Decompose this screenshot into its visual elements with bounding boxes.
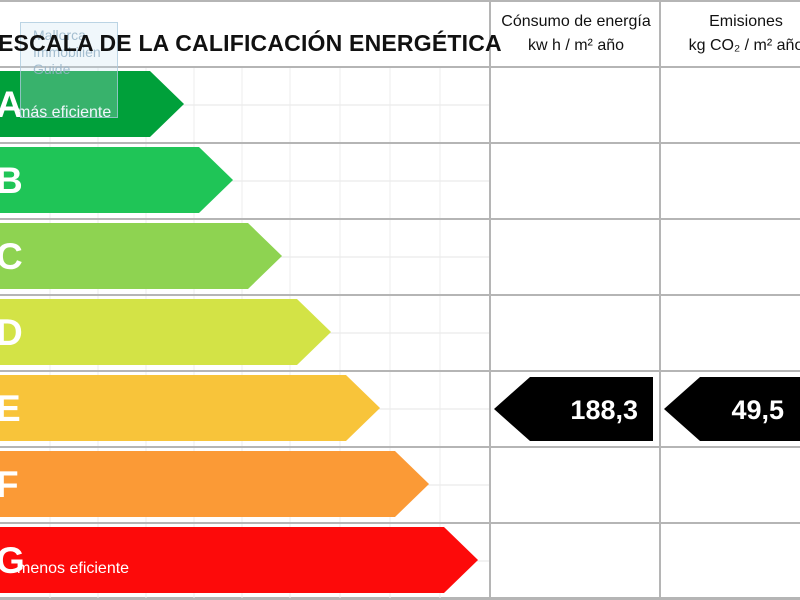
watermark-line-2: Immobilien (33, 44, 101, 60)
emissions-header-line-2: kg CO₂ / m² año (688, 37, 800, 54)
rating-letter-g: G (0, 540, 25, 581)
rating-arrow-d (0, 299, 331, 365)
emissions-header-line-1: Emisiones (709, 13, 783, 30)
rating-label-g: menos eficiente (17, 560, 129, 577)
rating-arrow-f (0, 451, 429, 517)
indicator-value-energy: 188,3 (570, 395, 638, 425)
watermark-line-1: Mallorca (33, 27, 86, 43)
energy-header-line-2: kw h / m² año (527, 37, 625, 54)
rating-arrow-b (0, 147, 233, 213)
rating-letter-f: F (0, 464, 19, 505)
watermark-logo: Mallorca Immobilien Guide (20, 22, 118, 118)
energy-header-line-1: Cónsumo de energía (501, 13, 651, 30)
indicator-value-emissions: 49,5 (731, 395, 784, 425)
rating-arrow-c (0, 223, 282, 289)
page-title: ESCALA DE LA CALIFICACIÓN ENERGÉTICA (0, 30, 502, 56)
emissions-column-header: Emisiones kg CO₂ / m² año (662, 10, 800, 58)
rating-letter-d: D (0, 312, 23, 353)
rating-letter-b: B (0, 160, 23, 201)
rating-letter-c: C (0, 236, 23, 277)
energy-column-header: Cónsumo de energía kw h / m² año (492, 10, 660, 58)
rating-arrow-e (0, 375, 380, 441)
indicator-arrow-emissions (664, 377, 800, 441)
rating-letter-e: E (0, 388, 21, 429)
rating-letter-a: A (0, 84, 23, 125)
rating-arrow-g (0, 527, 478, 593)
watermark-line-3: Guide (33, 61, 71, 77)
rating-arrow-a (0, 71, 184, 137)
rating-label-a: más eficiente (17, 104, 111, 121)
indicator-arrow-energy (494, 377, 653, 441)
